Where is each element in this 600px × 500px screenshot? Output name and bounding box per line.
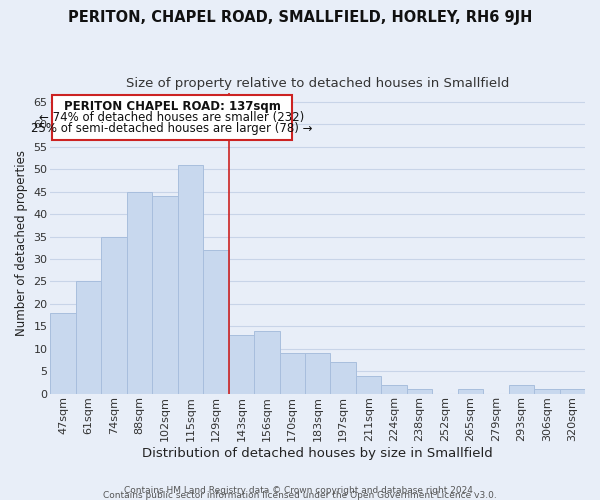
Y-axis label: Number of detached properties: Number of detached properties — [15, 150, 28, 336]
Bar — [76, 282, 101, 394]
Bar — [331, 362, 356, 394]
Text: 25% of semi-detached houses are larger (78) →: 25% of semi-detached houses are larger (… — [31, 122, 313, 136]
Bar — [50, 313, 76, 394]
Text: Contains HM Land Registry data © Crown copyright and database right 2024.: Contains HM Land Registry data © Crown c… — [124, 486, 476, 495]
Bar — [152, 196, 178, 394]
Bar — [356, 376, 382, 394]
Bar — [534, 389, 560, 394]
Bar — [101, 236, 127, 394]
Bar — [509, 384, 534, 394]
Bar — [458, 389, 483, 394]
Bar — [560, 389, 585, 394]
Bar — [407, 389, 432, 394]
Text: PERITON CHAPEL ROAD: 137sqm: PERITON CHAPEL ROAD: 137sqm — [64, 100, 280, 113]
Text: ← 74% of detached houses are smaller (232): ← 74% of detached houses are smaller (23… — [40, 111, 305, 124]
FancyBboxPatch shape — [52, 96, 292, 140]
Bar — [280, 353, 305, 394]
Bar — [203, 250, 229, 394]
Bar — [382, 384, 407, 394]
X-axis label: Distribution of detached houses by size in Smallfield: Distribution of detached houses by size … — [142, 447, 493, 460]
Text: PERITON, CHAPEL ROAD, SMALLFIELD, HORLEY, RH6 9JH: PERITON, CHAPEL ROAD, SMALLFIELD, HORLEY… — [68, 10, 532, 25]
Bar — [254, 331, 280, 394]
Bar — [305, 353, 331, 394]
Bar — [178, 165, 203, 394]
Bar — [127, 192, 152, 394]
Text: Contains public sector information licensed under the Open Government Licence v3: Contains public sector information licen… — [103, 490, 497, 500]
Bar — [229, 335, 254, 394]
Title: Size of property relative to detached houses in Smallfield: Size of property relative to detached ho… — [126, 78, 509, 90]
